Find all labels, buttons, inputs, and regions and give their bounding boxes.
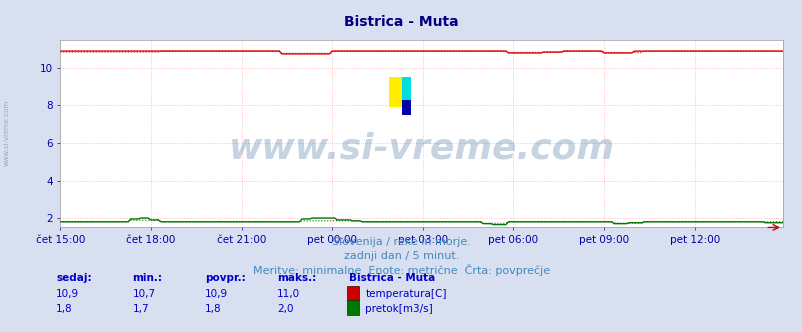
FancyBboxPatch shape xyxy=(402,100,410,115)
Text: zadnji dan / 5 minut.: zadnji dan / 5 minut. xyxy=(343,251,459,261)
Text: pretok[m3/s]: pretok[m3/s] xyxy=(365,304,432,314)
Text: www.si-vreme.com: www.si-vreme.com xyxy=(229,131,614,166)
Text: Meritve: minimalne  Enote: metrične  Črta: povprečje: Meritve: minimalne Enote: metrične Črta:… xyxy=(253,264,549,276)
Text: Slovenija / reke in morje.: Slovenija / reke in morje. xyxy=(332,237,470,247)
FancyBboxPatch shape xyxy=(388,77,402,107)
Text: Bistrica - Muta: Bistrica - Muta xyxy=(344,15,458,29)
Text: maks.:: maks.: xyxy=(277,273,316,283)
Text: 1,7: 1,7 xyxy=(132,304,149,314)
Text: 10,7: 10,7 xyxy=(132,289,156,299)
Text: Bistrica - Muta: Bistrica - Muta xyxy=(349,273,435,283)
Text: 10,9: 10,9 xyxy=(56,289,79,299)
Text: 1,8: 1,8 xyxy=(205,304,221,314)
Text: sedaj:: sedaj: xyxy=(56,273,91,283)
Text: 10,9: 10,9 xyxy=(205,289,228,299)
Text: min.:: min.: xyxy=(132,273,162,283)
Text: 1,8: 1,8 xyxy=(56,304,73,314)
Text: temperatura[C]: temperatura[C] xyxy=(365,289,446,299)
Text: 11,0: 11,0 xyxy=(277,289,300,299)
Text: 2,0: 2,0 xyxy=(277,304,294,314)
FancyBboxPatch shape xyxy=(402,77,410,100)
Text: www.si-vreme.com: www.si-vreme.com xyxy=(3,100,10,166)
Text: povpr.:: povpr.: xyxy=(205,273,245,283)
